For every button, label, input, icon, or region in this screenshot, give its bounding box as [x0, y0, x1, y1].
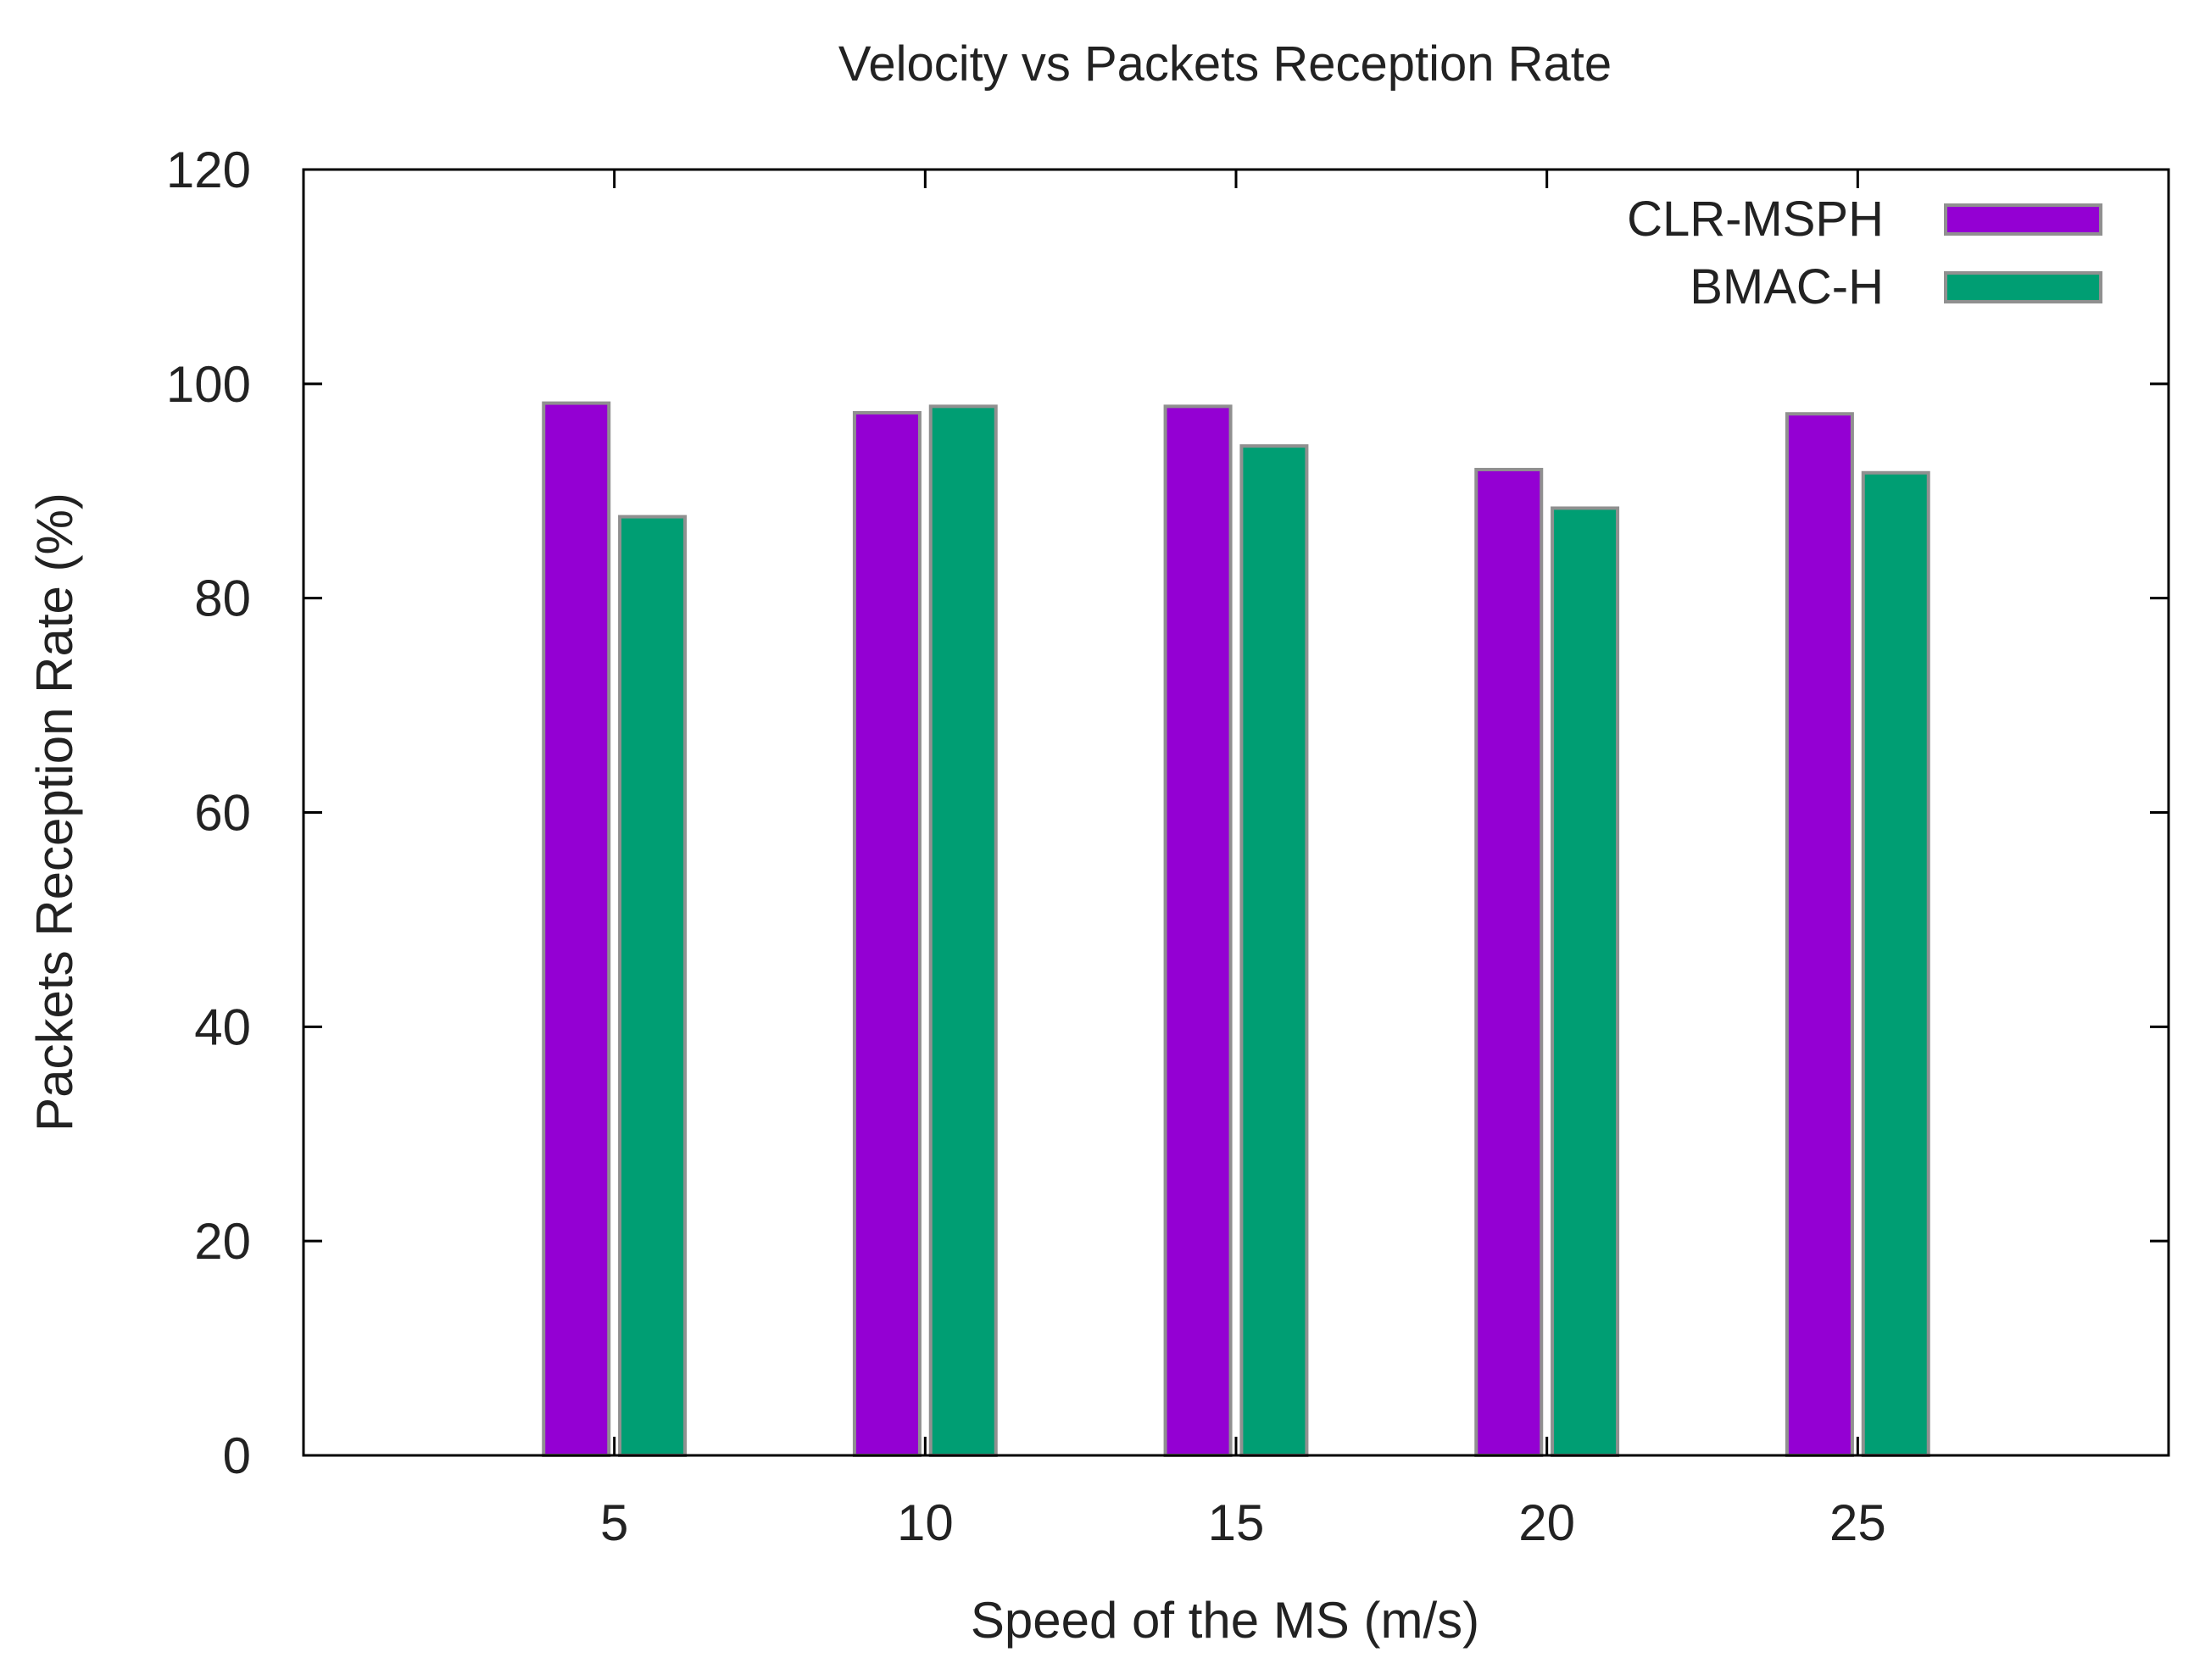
x-tick-label: 25: [1829, 1494, 1886, 1551]
bar-bmac-h-5: [618, 515, 688, 1458]
x-axis-label: Speed of the MS (m/s): [971, 1592, 1479, 1649]
bar-clr-msph-20: [1474, 467, 1544, 1457]
legend-label: CLR-MSPH: [1627, 192, 1884, 247]
chart-title: Velocity vs Packets Reception Rate: [838, 36, 1612, 92]
bar-bmac-h-10: [928, 404, 998, 1457]
y-tick-label: 20: [194, 1213, 251, 1270]
y-tick-label: 80: [194, 570, 251, 627]
y-tick-label: 40: [194, 999, 251, 1055]
y-tick-labels: 0 20 40 60 80 100 120: [166, 142, 251, 1484]
x-tick-label: 5: [600, 1494, 628, 1551]
y-tick-label: 60: [194, 785, 251, 842]
bar-bmac-h-15: [1239, 444, 1309, 1457]
bars: [542, 401, 1930, 1458]
x-tick-label: 15: [1208, 1494, 1265, 1551]
x-tick-label: 20: [1518, 1494, 1575, 1551]
y-axis-label: Packets Reception Rate (%): [26, 492, 83, 1132]
bar-bmac-h-25: [1861, 470, 1930, 1457]
bar-clr-msph-25: [1785, 412, 1854, 1458]
bar-clr-msph-10: [852, 410, 922, 1457]
legend-swatch: [1944, 271, 2102, 303]
x-tick-label: 10: [897, 1494, 954, 1551]
x-tick-labels: 5 10 15 20 25: [600, 1494, 1886, 1551]
y-tick-label: 100: [166, 356, 251, 413]
bar-clr-msph-5: [542, 401, 611, 1457]
bar-clr-msph-15: [1163, 404, 1233, 1457]
legend-label: BMAC-H: [1690, 259, 1884, 314]
plot-frame: [302, 168, 2170, 1457]
legend: CLR-MSPH BMAC-H: [1627, 192, 2102, 314]
y-tick-label: 120: [166, 142, 251, 198]
y-tick-label: 0: [223, 1427, 251, 1484]
legend-swatch: [1944, 203, 2102, 236]
x-tick-marks: [613, 170, 1859, 1455]
bar-bmac-h-20: [1551, 506, 1620, 1457]
